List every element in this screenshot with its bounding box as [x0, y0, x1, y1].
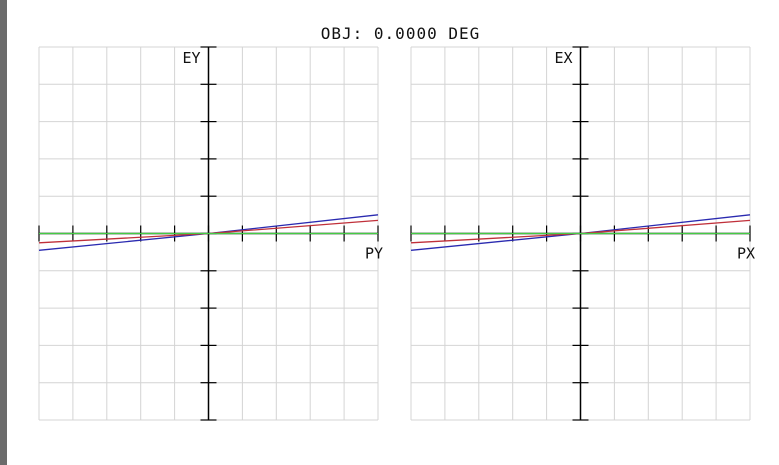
- x-axis-label: PY: [365, 245, 383, 263]
- chart-title: OBJ: 0.0000 DEG: [320, 24, 481, 43]
- x-axis-label: PX: [737, 245, 755, 263]
- y-axis-label: EX: [554, 49, 572, 67]
- y-axis-label: EY: [182, 49, 200, 67]
- window-left-border: [0, 0, 7, 465]
